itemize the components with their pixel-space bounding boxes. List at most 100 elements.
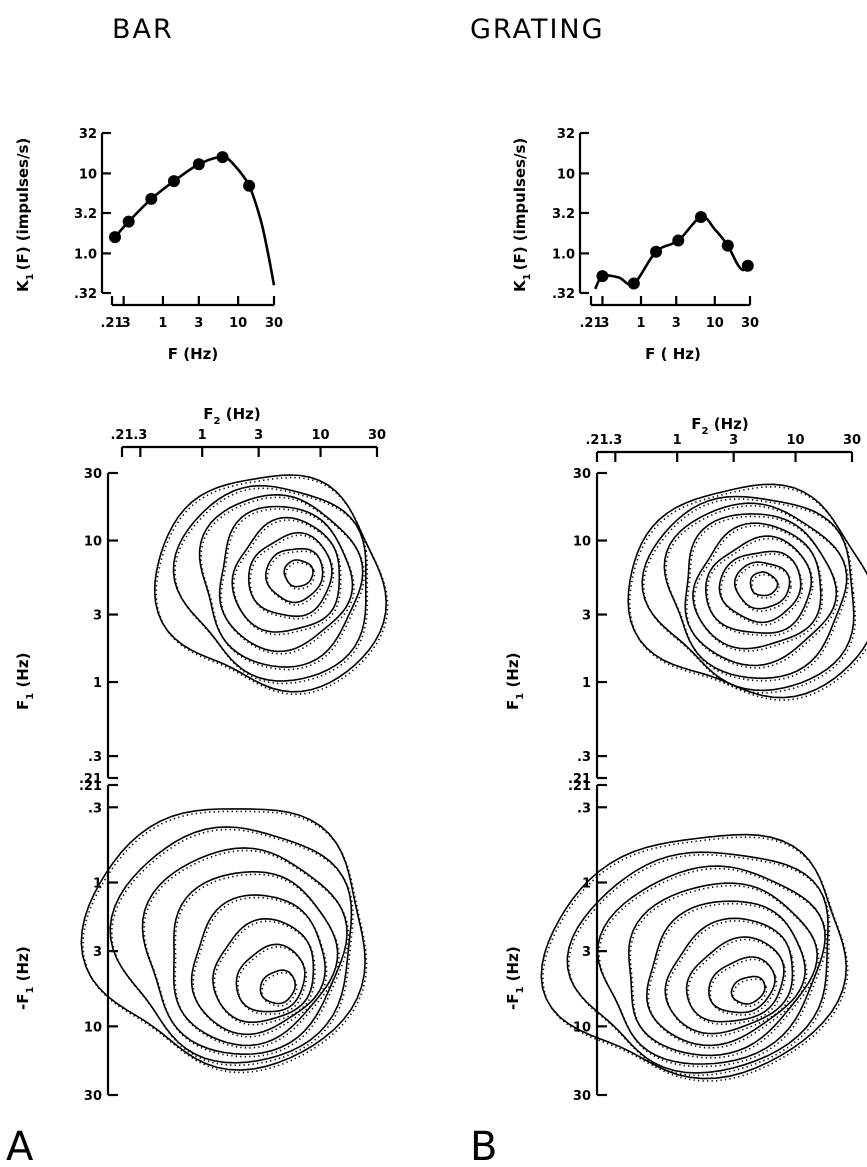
lower-contour-hatch — [110, 828, 354, 1067]
lower-contour-hatch — [567, 853, 831, 1077]
lower-contour-hatch — [647, 902, 808, 1049]
upper-contour-hatch — [642, 498, 857, 694]
lower-contour-hatch — [709, 958, 778, 1016]
data-point — [672, 234, 685, 247]
f1-upper-tick-label: .21 — [79, 772, 102, 787]
x-tick-label: 30 — [265, 316, 283, 331]
lower-contour-hatch — [143, 849, 350, 1058]
bar-lower-ylabel: -F1 (Hz) — [14, 946, 36, 1010]
lower-contour — [109, 826, 353, 1064]
grating-first-order-xlabel: F ( Hz) — [645, 345, 701, 363]
f1-lower-tick-label: 10 — [84, 1020, 102, 1035]
y-tick-label: 1.0 — [74, 247, 97, 262]
f1-lower-tick-label: 1 — [93, 877, 102, 892]
ylabel-neg-f: -F — [504, 994, 522, 1010]
f1-lower-tick-label: .21 — [79, 779, 102, 794]
f2-tick-label: 10 — [786, 433, 804, 448]
bar-contours — [80, 474, 389, 1074]
lower-contour-hatch — [629, 884, 820, 1059]
upper-contour — [153, 474, 388, 693]
x-tick-label: 1 — [636, 316, 645, 331]
ylabel-sub: 1 — [25, 273, 36, 280]
ylabel-neg-f: -F — [14, 994, 32, 1010]
y-tick-label: 1.0 — [552, 247, 575, 262]
ylabel-rest: (Hz) — [504, 653, 522, 693]
f1-upper-tick-label: 10 — [573, 535, 591, 550]
lower-contour — [664, 917, 794, 1035]
upper-contour-hatch — [628, 485, 867, 701]
data-point — [216, 151, 229, 164]
upper-contour-hatch — [155, 476, 389, 696]
y-tick-label: 32 — [557, 127, 575, 142]
lower-contour — [212, 917, 315, 1023]
f1-upper-tick-label: 3 — [93, 609, 102, 624]
lower-contour — [708, 956, 776, 1014]
upper-contour-hatch — [720, 553, 803, 626]
x-tick-label: 10 — [706, 316, 724, 331]
ylabel-rest: (Hz) — [14, 653, 32, 693]
x-tick-label: 1 — [158, 316, 167, 331]
lower-contour — [685, 936, 785, 1023]
upper-contour — [627, 483, 867, 699]
f2-tick-label: 30 — [368, 428, 386, 443]
lower-contour-hatch — [665, 919, 795, 1037]
upper-contour-hatch — [685, 515, 839, 669]
upper-contour — [172, 484, 367, 682]
lower-contour-hatch — [687, 938, 787, 1026]
f1-upper-tick-label: .21 — [568, 772, 591, 787]
f2-tick-label: 10 — [311, 428, 329, 443]
ylabel-sub: 1 — [515, 693, 526, 700]
f2-tick-label: 1 — [673, 433, 682, 448]
upper-contour-hatch — [664, 504, 849, 682]
f2-tick-label: 30 — [843, 433, 861, 448]
response-curve — [594, 215, 749, 290]
ylabel-sub: 1 — [522, 273, 533, 280]
upper-contour-hatch — [249, 534, 335, 620]
upper-contour — [718, 550, 802, 624]
f1-lower-tick-label: 30 — [573, 1089, 591, 1104]
upper-contour — [749, 571, 779, 597]
lower-contour-hatch — [192, 896, 328, 1038]
upper-contour — [265, 547, 324, 604]
grating-second-order-xlabel: F2 (Hz) — [691, 415, 748, 437]
x-tick-label: 3 — [672, 316, 681, 331]
lower-contour-hatch — [732, 978, 768, 1008]
grating-lower-ylabel: -F1 (Hz) — [504, 946, 526, 1010]
grating-first-order-axes: .32 1.0 3.2 10 32 .21.3 1 3 10 30 — [552, 127, 759, 331]
f2-tick-label: 1 — [198, 428, 207, 443]
f1-upper-tick-label: .3 — [88, 750, 102, 765]
f2-tick-label: 3 — [729, 433, 738, 448]
f1-lower-tick-label: .21 — [568, 779, 591, 794]
upper-contour — [231, 516, 341, 633]
ylabel-k: K — [14, 279, 32, 292]
y-tick-label: 3.2 — [552, 207, 575, 222]
grating-upper-ylabel: F1 (Hz) — [504, 653, 526, 710]
ylabel-rest: (F) (impulses/s) — [511, 138, 529, 271]
data-point — [122, 215, 135, 228]
y-tick-label: .32 — [552, 287, 575, 302]
x-tick-label: 30 — [741, 316, 759, 331]
f2-tick-label: .3 — [608, 433, 622, 448]
xlabel-rest: (Hz) — [709, 415, 749, 433]
upper-contour — [684, 513, 838, 667]
lower-contour-hatch — [213, 920, 316, 1026]
x-tick-label: .3 — [595, 316, 609, 331]
f1-upper-tick-label: 1 — [582, 676, 591, 691]
f1-upper-tick-label: 1 — [93, 676, 102, 691]
data-point — [694, 211, 707, 224]
x-tick-label: .21 — [100, 316, 123, 331]
f1-lower-tick-label: 3 — [93, 945, 102, 960]
bar-first-order-xlabel: F (Hz) — [168, 345, 218, 363]
upper-contour — [663, 502, 848, 680]
f1-upper-tick-label: 30 — [573, 467, 591, 482]
f2-tick-label: .21 — [110, 428, 133, 443]
bar-second-order-xlabel: F2 (Hz) — [203, 405, 260, 427]
data-point — [741, 259, 754, 272]
lower-contour-hatch — [81, 810, 368, 1074]
lower-contour — [596, 865, 826, 1065]
xlabel-f: F — [203, 405, 213, 423]
heading-grating: GRATING — [470, 14, 605, 45]
